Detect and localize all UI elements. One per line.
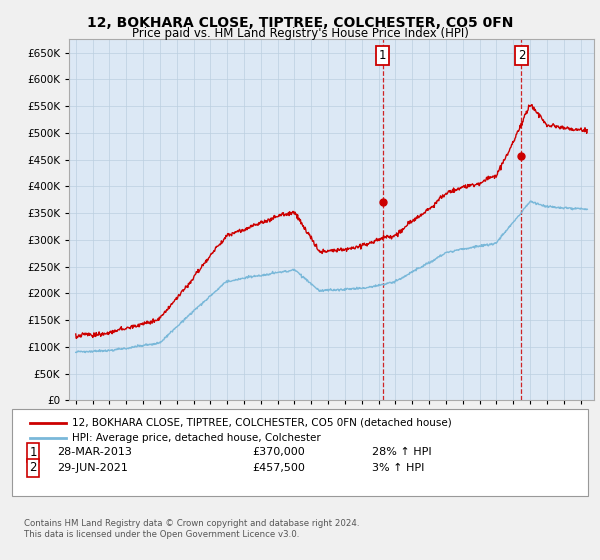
Text: Price paid vs. HM Land Registry's House Price Index (HPI): Price paid vs. HM Land Registry's House … xyxy=(131,27,469,40)
Text: 2: 2 xyxy=(518,49,525,62)
Text: 12, BOKHARA CLOSE, TIPTREE, COLCHESTER, CO5 0FN: 12, BOKHARA CLOSE, TIPTREE, COLCHESTER, … xyxy=(87,16,513,30)
Text: HPI: Average price, detached house, Colchester: HPI: Average price, detached house, Colc… xyxy=(72,433,321,443)
Text: 3% ↑ HPI: 3% ↑ HPI xyxy=(372,463,424,473)
Text: 28-MAR-2013: 28-MAR-2013 xyxy=(57,447,132,458)
Text: £370,000: £370,000 xyxy=(252,447,305,458)
Text: 28% ↑ HPI: 28% ↑ HPI xyxy=(372,447,431,458)
Text: 1: 1 xyxy=(379,49,386,62)
Text: 1: 1 xyxy=(29,446,37,459)
Text: 29-JUN-2021: 29-JUN-2021 xyxy=(57,463,128,473)
Text: £457,500: £457,500 xyxy=(252,463,305,473)
Text: 2: 2 xyxy=(29,461,37,474)
Text: 12, BOKHARA CLOSE, TIPTREE, COLCHESTER, CO5 0FN (detached house): 12, BOKHARA CLOSE, TIPTREE, COLCHESTER, … xyxy=(72,418,452,428)
Text: Contains HM Land Registry data © Crown copyright and database right 2024.
This d: Contains HM Land Registry data © Crown c… xyxy=(24,519,359,539)
